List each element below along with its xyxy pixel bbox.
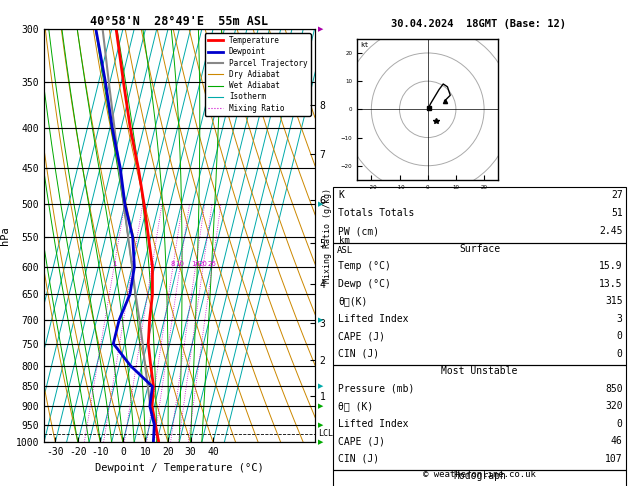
Text: kt: kt: [360, 42, 369, 48]
Text: ▶: ▶: [318, 383, 323, 389]
Text: 0: 0: [617, 419, 623, 429]
Y-axis label: hPa: hPa: [0, 226, 10, 245]
Text: θᴇ(K): θᴇ(K): [338, 296, 368, 307]
Text: CIN (J): CIN (J): [338, 454, 379, 464]
Text: 320: 320: [605, 401, 623, 412]
Text: 26: 26: [208, 261, 216, 267]
Text: 30.04.2024  18GMT (Base: 12): 30.04.2024 18GMT (Base: 12): [391, 19, 565, 30]
Text: 4: 4: [150, 261, 154, 267]
Text: 315: 315: [605, 296, 623, 307]
Text: Most Unstable: Most Unstable: [442, 366, 518, 377]
Text: K: K: [338, 190, 344, 200]
Title: 40°58'N  28°49'E  55m ASL: 40°58'N 28°49'E 55m ASL: [90, 15, 269, 28]
Text: 51: 51: [611, 208, 623, 218]
Text: θᴇ (K): θᴇ (K): [338, 401, 374, 412]
Text: 20: 20: [199, 261, 208, 267]
Text: 2.45: 2.45: [599, 226, 623, 237]
Text: 107: 107: [605, 454, 623, 464]
Text: Totals Totals: Totals Totals: [338, 208, 415, 218]
Text: Hodograph: Hodograph: [453, 471, 506, 482]
Text: ▶: ▶: [318, 201, 323, 208]
Text: CIN (J): CIN (J): [338, 349, 379, 359]
Text: ▶: ▶: [318, 26, 323, 32]
Text: ▶: ▶: [318, 422, 323, 428]
Text: 1: 1: [112, 261, 116, 267]
Legend: Temperature, Dewpoint, Parcel Trajectory, Dry Adiabat, Wet Adiabat, Isotherm, Mi: Temperature, Dewpoint, Parcel Trajectory…: [204, 33, 311, 116]
Text: Lifted Index: Lifted Index: [338, 419, 409, 429]
Text: Mixing Ratio (g/kg): Mixing Ratio (g/kg): [323, 188, 331, 283]
Text: 15.9: 15.9: [599, 261, 623, 272]
Text: Lifted Index: Lifted Index: [338, 314, 409, 324]
Text: 0: 0: [617, 331, 623, 342]
Text: © weatheronline.co.uk: © weatheronline.co.uk: [423, 469, 536, 479]
Y-axis label: km
ASL: km ASL: [337, 236, 353, 255]
Text: 10: 10: [175, 261, 184, 267]
Text: 46: 46: [611, 436, 623, 447]
Text: CAPE (J): CAPE (J): [338, 436, 386, 447]
Text: 3: 3: [617, 314, 623, 324]
Text: PW (cm): PW (cm): [338, 226, 379, 237]
Text: 16: 16: [191, 261, 200, 267]
Text: Dewp (°C): Dewp (°C): [338, 279, 391, 289]
Text: ▶: ▶: [318, 439, 323, 445]
Text: 13.5: 13.5: [599, 279, 623, 289]
Text: 27: 27: [611, 190, 623, 200]
Text: CAPE (J): CAPE (J): [338, 331, 386, 342]
Text: ▶: ▶: [318, 317, 323, 323]
Text: Temp (°C): Temp (°C): [338, 261, 391, 272]
Text: 8: 8: [170, 261, 175, 267]
X-axis label: Dewpoint / Temperature (°C): Dewpoint / Temperature (°C): [95, 463, 264, 473]
Text: LCL: LCL: [318, 429, 333, 438]
Text: Pressure (mb): Pressure (mb): [338, 384, 415, 394]
Text: 0: 0: [617, 349, 623, 359]
Text: ▶: ▶: [318, 403, 323, 409]
Text: 850: 850: [605, 384, 623, 394]
Text: Surface: Surface: [459, 244, 500, 254]
Text: 2: 2: [130, 261, 135, 267]
